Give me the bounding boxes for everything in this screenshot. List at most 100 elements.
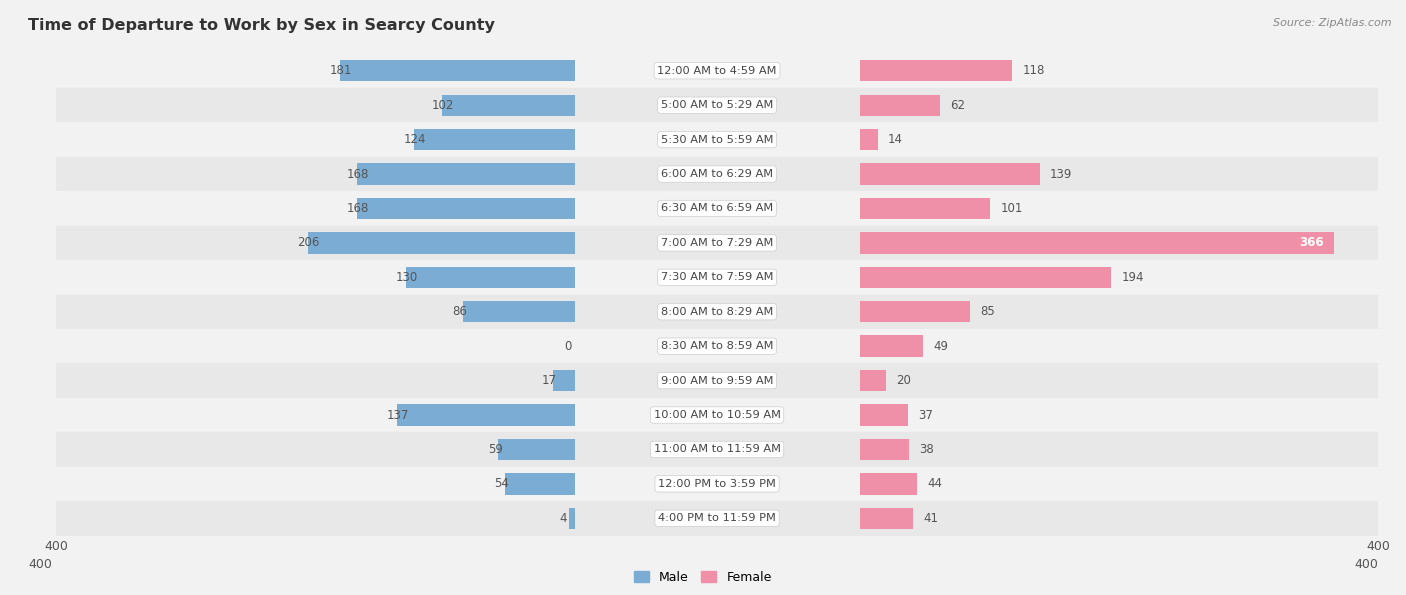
Text: 38: 38 (920, 443, 934, 456)
Text: 8:00 AM to 8:29 AM: 8:00 AM to 8:29 AM (661, 307, 773, 317)
Bar (859, 508, 912, 529)
Text: 6:30 AM to 6:59 AM: 6:30 AM to 6:59 AM (661, 203, 773, 214)
Bar (575, 88, 859, 123)
Bar (443, 95, 575, 116)
Bar (859, 267, 1111, 288)
Text: 4: 4 (560, 512, 567, 525)
Bar (859, 260, 1378, 295)
Bar (56, 466, 575, 501)
Bar (505, 473, 575, 494)
Text: 124: 124 (404, 133, 426, 146)
Bar (56, 501, 575, 536)
Text: 5:30 AM to 5:59 AM: 5:30 AM to 5:59 AM (661, 134, 773, 145)
Text: 59: 59 (488, 443, 502, 456)
Bar (56, 432, 575, 466)
Bar (859, 191, 1378, 226)
Text: 118: 118 (1022, 64, 1045, 77)
Text: Time of Departure to Work by Sex in Searcy County: Time of Departure to Work by Sex in Sear… (28, 18, 495, 33)
Text: 181: 181 (329, 64, 352, 77)
Text: 49: 49 (934, 340, 949, 353)
Bar (413, 129, 575, 151)
Bar (859, 123, 1378, 157)
Bar (575, 501, 859, 536)
Bar (575, 432, 859, 466)
Bar (859, 88, 1378, 123)
Bar (859, 198, 990, 219)
Bar (56, 398, 575, 432)
Bar (859, 336, 924, 357)
Bar (575, 191, 859, 226)
Text: 206: 206 (297, 236, 319, 249)
Bar (859, 432, 1378, 466)
Bar (56, 191, 575, 226)
Bar (575, 157, 859, 191)
Bar (340, 60, 575, 82)
Bar (357, 164, 575, 184)
Text: 14: 14 (889, 133, 903, 146)
Bar (575, 466, 859, 501)
Text: 168: 168 (346, 202, 368, 215)
Bar (859, 295, 1378, 329)
Bar (859, 364, 1378, 398)
Bar (859, 329, 1378, 364)
Text: 44: 44 (927, 477, 942, 490)
Bar (569, 508, 575, 529)
Text: 37: 37 (918, 409, 932, 421)
Text: 17: 17 (543, 374, 557, 387)
Legend: Male, Female: Male, Female (630, 566, 776, 588)
Bar (56, 157, 575, 191)
Text: 7:30 AM to 7:59 AM: 7:30 AM to 7:59 AM (661, 273, 773, 282)
Text: 400: 400 (1354, 558, 1378, 571)
Text: 54: 54 (494, 477, 509, 490)
Text: 9:00 AM to 9:59 AM: 9:00 AM to 9:59 AM (661, 375, 773, 386)
Text: 366: 366 (1299, 236, 1323, 249)
Bar (357, 198, 575, 219)
Bar (859, 501, 1378, 536)
Bar (56, 123, 575, 157)
Bar (575, 295, 859, 329)
Text: 7:00 AM to 7:29 AM: 7:00 AM to 7:29 AM (661, 238, 773, 248)
Bar (859, 95, 941, 116)
Bar (56, 364, 575, 398)
Bar (406, 267, 575, 288)
Text: 86: 86 (453, 305, 468, 318)
Text: 8:30 AM to 8:59 AM: 8:30 AM to 8:59 AM (661, 341, 773, 351)
Bar (575, 398, 859, 432)
Text: 130: 130 (395, 271, 418, 284)
Bar (575, 329, 859, 364)
Text: 139: 139 (1050, 168, 1073, 180)
Bar (463, 301, 575, 322)
Text: 11:00 AM to 11:59 AM: 11:00 AM to 11:59 AM (654, 444, 780, 455)
Bar (575, 260, 859, 295)
Bar (859, 157, 1378, 191)
Bar (56, 88, 575, 123)
Bar (859, 370, 886, 392)
Bar (56, 226, 575, 260)
Text: Source: ZipAtlas.com: Source: ZipAtlas.com (1274, 18, 1392, 28)
Bar (498, 439, 575, 460)
Text: 0: 0 (564, 340, 572, 353)
Bar (859, 232, 1334, 253)
Bar (859, 398, 1378, 432)
Text: 168: 168 (346, 168, 368, 180)
Text: 62: 62 (950, 99, 966, 112)
Bar (575, 226, 859, 260)
Text: 4:00 PM to 11:59 PM: 4:00 PM to 11:59 PM (658, 513, 776, 523)
Bar (575, 54, 859, 88)
Bar (575, 123, 859, 157)
Text: 137: 137 (387, 409, 409, 421)
Text: 12:00 PM to 3:59 PM: 12:00 PM to 3:59 PM (658, 479, 776, 489)
Text: 102: 102 (432, 99, 454, 112)
Bar (553, 370, 575, 392)
Bar (56, 260, 575, 295)
Text: 194: 194 (1122, 271, 1144, 284)
Text: 400: 400 (28, 558, 52, 571)
Bar (859, 473, 917, 494)
Bar (859, 164, 1039, 184)
Bar (575, 364, 859, 398)
Text: 101: 101 (1001, 202, 1024, 215)
Bar (308, 232, 575, 253)
Text: 10:00 AM to 10:59 AM: 10:00 AM to 10:59 AM (654, 410, 780, 420)
Bar (56, 295, 575, 329)
Text: 41: 41 (924, 512, 938, 525)
